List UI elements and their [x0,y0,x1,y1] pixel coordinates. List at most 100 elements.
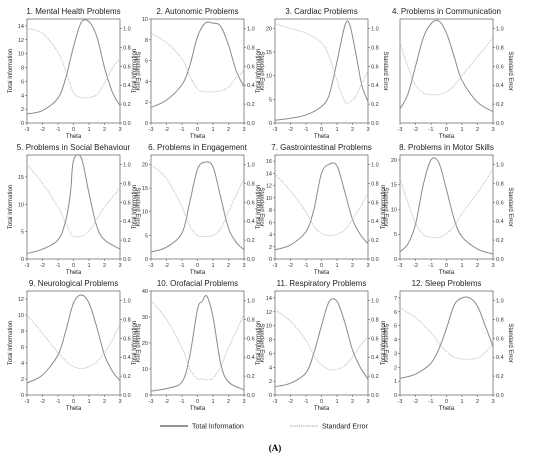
x-tick-label: -2 [40,263,45,269]
plot-frame [399,154,494,260]
y2-axis-label: Standard Error [134,323,140,362]
chart-panel-10: 10. Orofacial Problems-3 -2 -1 0 1 2 301020304… [132,279,264,412]
standard-error-line [399,168,494,239]
x-tick-label: 2 [227,127,230,133]
y-tick-label: 6 [394,310,397,316]
total-information-line [26,19,121,115]
chart-panel-12: 12. Sleep Problems -3 -2 -1 0 1 2 3 0 1 2 3 4 5 6 7 0.0 0… [381,279,513,412]
y2-axis-label: Standard Error [507,187,513,226]
plot-frame [274,290,369,396]
x-tick-label: 3 [491,399,494,405]
y2-tick-label: 0.8 [247,317,255,323]
x-axis-label: Theta [190,406,206,412]
x-tick-label: -3 [25,263,30,269]
chart-panel-9: 9. Neurological Problems-3 -2 -1 0 1 2 3024681… [8,279,140,412]
standard-error-line [26,164,121,238]
y-tick-label: 0 [21,257,24,263]
x-tick-label: -1 [304,127,309,133]
y-axis-label: Total Information [256,321,262,365]
x-tick-label: 3 [366,263,369,269]
legend: Total Information Standard Error [160,424,369,431]
x-tick-label: 0 [72,263,75,269]
y2-tick-label: 0.6 [496,200,504,206]
x-tick-label: 3 [242,127,245,133]
y2-tick-label: 0.0 [247,121,255,127]
y-tick-label: 2 [269,379,272,385]
panel-title: 9. Neurological Problems [29,279,118,288]
x-tick-label: -3 [149,263,154,269]
standard-error-line [399,37,494,96]
x-tick-label: 1 [87,127,90,133]
y2-axis-label: Standard Error [382,323,388,362]
y2-tick-label: 0.4 [247,219,255,225]
x-tick-label: 1 [211,127,214,133]
chart-panel-1: 1. Mental Health Problems-3 -2 -1 0 1 2 302468… [8,7,140,140]
y-tick-label: 14 [266,171,272,177]
y2-tick-label: 0.8 [247,181,255,187]
y-tick-label: 30 [142,315,148,321]
chart-panel-7: 7. Gastrointestinal Problems-3 -2 -1 0 1 2 302… [256,143,388,276]
y-axis-label: Total Information [256,49,262,93]
y2-tick-label: 0.6 [371,64,379,70]
figure-caption: (A) [269,443,282,453]
chart-panel-3: 3. Cardiac Problems -3 -2 -1 0 1 2 3 0 5 10 15 20 0.0… [256,7,388,140]
x-tick-label: 3 [491,127,494,133]
x-tick-label: 2 [351,127,354,133]
total-information-line [399,157,494,255]
x-tick-label: 3 [118,127,121,133]
x-tick-label: 2 [476,127,479,133]
y2-axis-label: Standard Error [258,323,264,362]
panel-grid: 1. Mental Health Problems-3 -2 -1 0 1 2 302468… [8,7,513,412]
plot-frame [26,154,121,260]
y-tick-label: 8 [21,329,24,335]
y2-tick-label: 0.4 [496,83,504,89]
x-tick-label: 2 [351,399,354,405]
panel-title: 4. Problems in Communication [392,7,501,16]
x-tick-label: -3 [398,127,403,133]
x-tick-label: 1 [335,263,338,269]
y2-tick-label: 0.8 [496,45,504,51]
y2-tick-label: 1.0 [123,26,131,32]
x-tick-label: -3 [25,127,30,133]
x-tick-label: -2 [164,399,169,405]
y2-tick-label: 0.0 [371,393,379,399]
y-tick-label: 12 [266,184,272,190]
x-axis-label: Theta [314,134,330,140]
y-tick-label: 8 [145,38,148,44]
standard-error-line [26,314,121,369]
x-tick-label: 0 [445,263,448,269]
x-axis-label: Theta [190,270,206,276]
y2-tick-label: 0.6 [496,336,504,342]
y-axis-label: Total Information [8,321,14,365]
y2-tick-label: 0.4 [371,219,379,225]
y2-tick-label: 0.4 [371,355,379,361]
x-tick-label: 1 [460,399,463,405]
y2-tick-label: 0.2 [496,238,504,244]
y2-tick-label: 0.2 [247,238,255,244]
y2-tick-label: 0.0 [371,257,379,263]
y2-tick-label: 0.4 [123,83,131,89]
x-tick-label: -3 [273,263,278,269]
x-tick-label: 1 [335,399,338,405]
y-tick-label: 8 [21,66,24,72]
y2-tick-label: 0.6 [247,336,255,342]
y2-tick-label: 0.8 [371,45,379,51]
panel-title: 11. Respiratory Problems [277,279,367,288]
y-tick-label: 1 [394,379,397,385]
y2-tick-label: 0.4 [371,83,379,89]
y-tick-label: 2 [145,100,148,106]
panel-title: 6. Problems in Engagement [148,143,248,152]
x-tick-label: -2 [164,263,169,269]
y-tick-label: 2 [394,365,397,371]
y-tick-label: 0 [145,257,148,263]
x-tick-label: 1 [460,127,463,133]
x-tick-label: -1 [429,399,434,405]
standard-error-line [274,309,369,371]
x-axis-label: Theta [66,406,82,412]
x-tick-label: 3 [491,263,494,269]
y2-axis-label: Standard Error [507,323,513,362]
y2-tick-label: 0.0 [371,121,379,127]
y-tick-label: 0 [269,393,272,399]
plot-frame [399,290,494,396]
y-tick-label: 6 [145,59,148,65]
